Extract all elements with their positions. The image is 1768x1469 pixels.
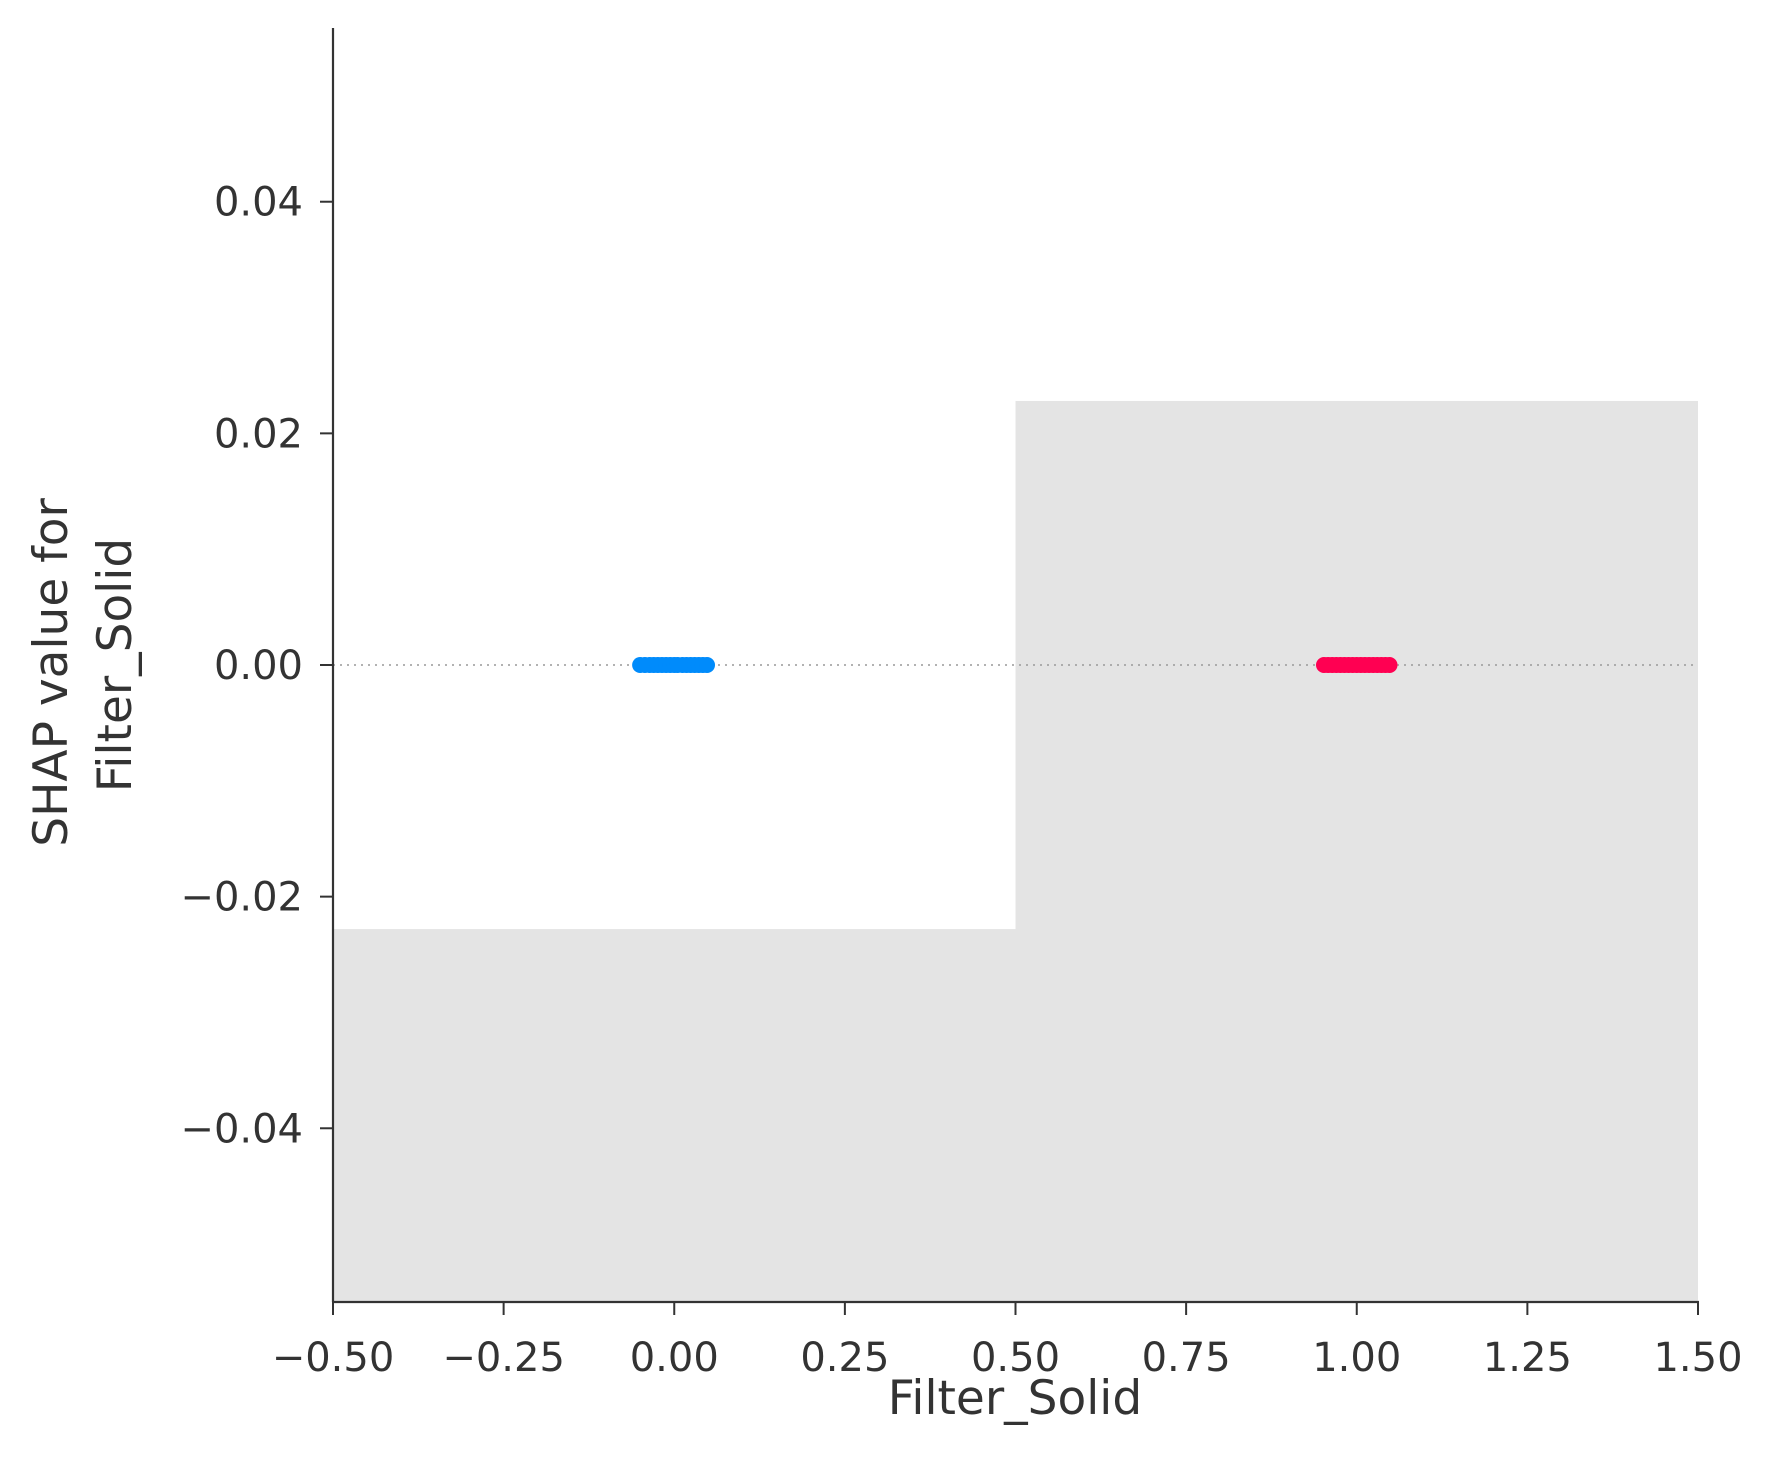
x-tick-label: 1.50 (1653, 1335, 1742, 1381)
scatter-point-0-16 (699, 657, 716, 673)
x-tick-label: 1.25 (1483, 1335, 1572, 1381)
y-axis-title-line-2: Filter_Solid (88, 538, 143, 792)
x-tick-label: −0.50 (272, 1335, 395, 1381)
histogram-bar-1 (1015, 400, 1698, 1302)
x-axis-title: Filter_Solid (888, 1371, 1142, 1426)
y-axis-ticks: −0.04 −0.02 0.00 0.02 0.04 (180, 180, 333, 1152)
y-tick-label: 0.02 (214, 411, 303, 457)
x-tick-label: 0.75 (1142, 1335, 1231, 1381)
y-tick-label: −0.04 (180, 1106, 303, 1152)
y-axis-title: SHAP value for Filter_Solid (24, 483, 143, 847)
x-tick-label: 0.25 (800, 1335, 889, 1381)
y-tick-label: −0.02 (180, 875, 303, 921)
x-tick-label: 1.00 (1312, 1335, 1401, 1381)
histogram-bar-0 (333, 929, 1016, 1302)
x-tick-label: 0.00 (630, 1335, 719, 1381)
x-tick-label: −0.25 (442, 1335, 565, 1381)
scatter-points (632, 657, 1398, 673)
x-axis-ticks: −0.50 −0.25 0.00 0.25 0.50 0.75 1.00 1.25 1.50 (272, 1302, 1743, 1381)
scatter-point-1-16 (1381, 657, 1398, 673)
x-tick-label: 0.50 (971, 1335, 1060, 1381)
y-tick-label: 0.04 (214, 180, 303, 226)
background-histogram (333, 400, 1698, 1302)
y-tick-label: 0.00 (214, 643, 303, 689)
y-axis-title-line-1: SHAP value for (24, 498, 79, 847)
